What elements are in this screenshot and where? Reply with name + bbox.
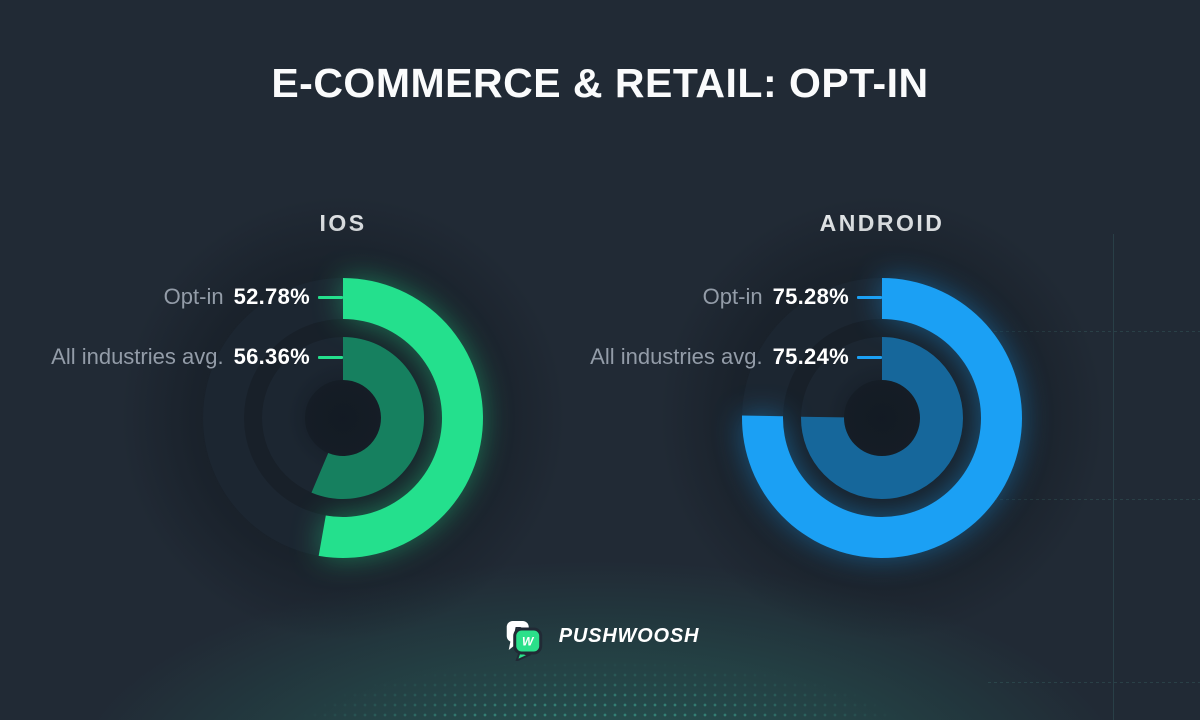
ios-opt-in-arc <box>318 278 483 558</box>
page-title: E-COMMERCE & RETAIL: OPT-IN <box>271 60 929 106</box>
ios-all-industries-avg-arc <box>311 337 424 499</box>
green-speech-bubble-w: W <box>513 627 543 661</box>
android-industry-avg-connector-line <box>857 355 882 359</box>
android-opt-in-connector-line <box>857 295 882 299</box>
ios-industry-avg-connector-line <box>318 355 343 359</box>
svg-text:W: W <box>522 635 535 649</box>
ios-opt-in-connector-line <box>318 295 343 299</box>
android-opt-in-donut-chart <box>741 278 1022 558</box>
pushwoosh-logo: P W PUSHWOOSH <box>501 611 700 661</box>
pushwoosh-wordmark: PUSHWOOSH <box>558 624 700 647</box>
ios-opt-in-donut-chart <box>203 278 483 558</box>
ios-industry-avg-label-row: All industries avg. 56.36% <box>51 344 343 370</box>
android-opt-in-label: Opt-in <box>702 284 763 309</box>
ios-industry-avg-label: All industries avg. <box>51 344 224 369</box>
android-opt-in-label-row: Opt-in 75.28% <box>703 284 882 310</box>
ios-opt-in-label: Opt-in <box>163 284 224 309</box>
grid-line-vertical <box>1113 234 1114 720</box>
android-industry-avg-value: 75.24% <box>772 344 849 369</box>
pushwoosh-logo-icon: P W <box>506 621 543 661</box>
ios-opt-in-value: 52.78% <box>233 284 310 309</box>
ios-opt-in-label-row: Opt-in 52.78% <box>164 284 343 310</box>
android-all-industries-avg-arc <box>801 337 964 500</box>
android-opt-in-value: 75.28% <box>772 284 849 309</box>
android-industry-avg-label-row: All industries avg. 75.24% <box>590 344 882 370</box>
grid-line-horizontal <box>988 682 1200 683</box>
android-industry-avg-label: All industries avg. <box>590 344 763 369</box>
ios-industry-avg-value: 56.36% <box>233 344 310 369</box>
